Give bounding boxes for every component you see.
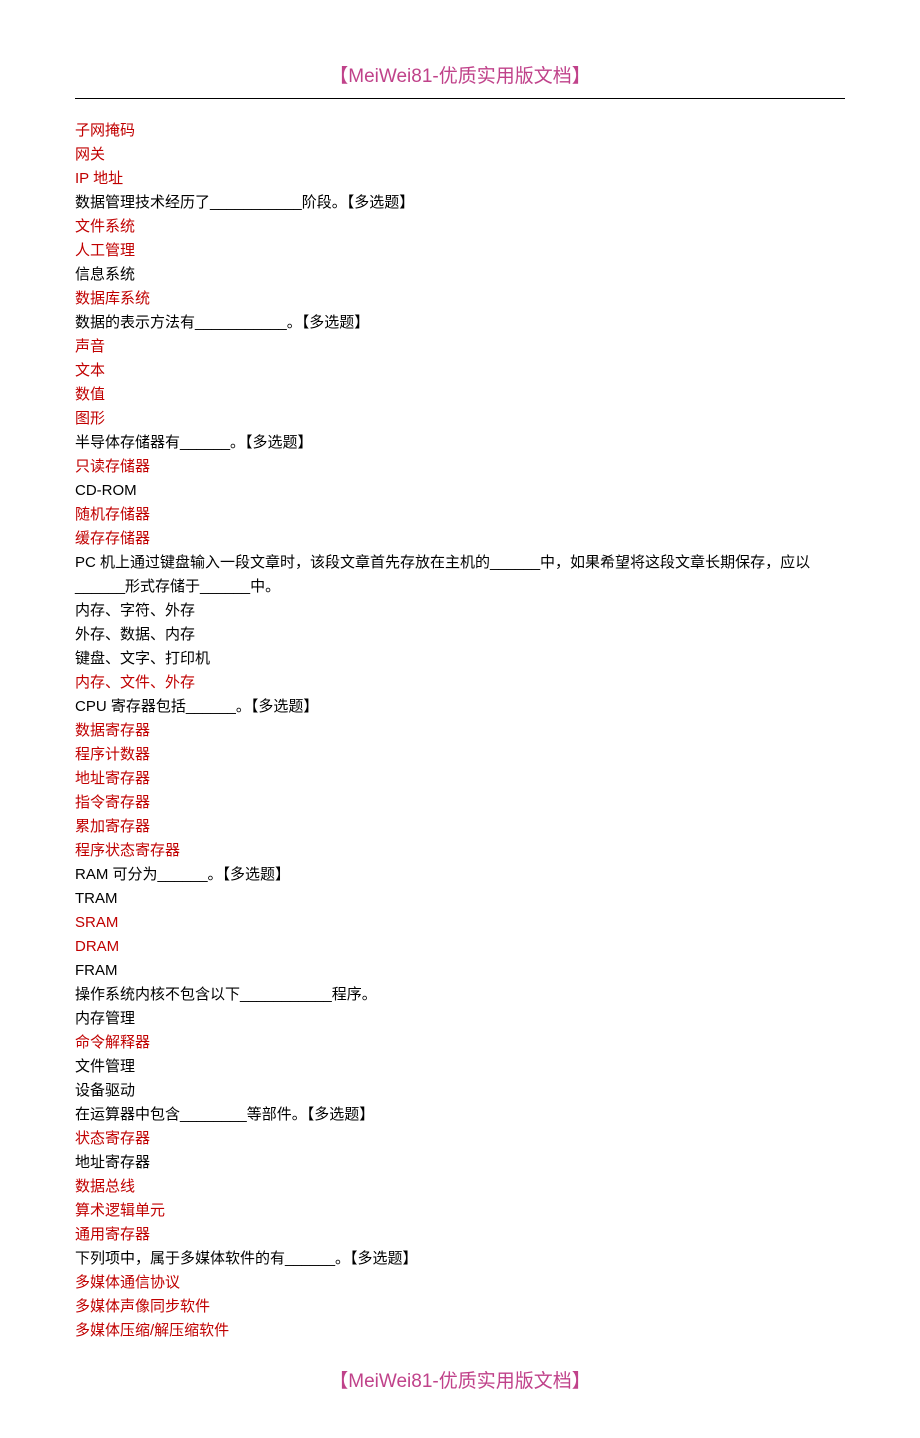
content-line: 程序状态寄存器: [75, 839, 845, 863]
content-line: 子网掩码: [75, 119, 845, 143]
content-line: 算术逻辑单元: [75, 1199, 845, 1223]
content-line: PC 机上通过键盘输入一段文章时，该段文章首先存放在主机的______中，如果希…: [75, 551, 845, 599]
content-line: 多媒体压缩/解压缩软件: [75, 1319, 845, 1343]
content-line: 地址寄存器: [75, 1151, 845, 1175]
content-line: 在运算器中包含________等部件。【多选题】: [75, 1103, 845, 1127]
content-line: 半导体存储器有______。【多选题】: [75, 431, 845, 455]
page-footer: 【MeiWei81-优质实用版文档】: [75, 1367, 845, 1397]
content-line: SRAM: [75, 911, 845, 935]
content-line: 内存、文件、外存: [75, 671, 845, 695]
content-line: 文件系统: [75, 215, 845, 239]
content-line: 数据的表示方法有___________。【多选题】: [75, 311, 845, 335]
content-line: DRAM: [75, 935, 845, 959]
content-line: 缓存存储器: [75, 527, 845, 551]
content-line: 命令解释器: [75, 1031, 845, 1055]
content-line: 信息系统: [75, 263, 845, 287]
content-line: 内存管理: [75, 1007, 845, 1031]
content-line: 地址寄存器: [75, 767, 845, 791]
content-line: 网关: [75, 143, 845, 167]
content-line: 数据寄存器: [75, 719, 845, 743]
content-line: TRAM: [75, 887, 845, 911]
content-line: 内存、字符、外存: [75, 599, 845, 623]
content-line: 多媒体通信协议: [75, 1271, 845, 1295]
content-line: 指令寄存器: [75, 791, 845, 815]
content-line: 累加寄存器: [75, 815, 845, 839]
content-line: FRAM: [75, 959, 845, 983]
content-line: 人工管理: [75, 239, 845, 263]
content-line: 数据管理技术经历了___________阶段。【多选题】: [75, 191, 845, 215]
content-line: 键盘、文字、打印机: [75, 647, 845, 671]
content-line: RAM 可分为______。【多选题】: [75, 863, 845, 887]
content-line: 状态寄存器: [75, 1127, 845, 1151]
content-line: 操作系统内核不包含以下___________程序。: [75, 983, 845, 1007]
content-line: CPU 寄存器包括______。【多选题】: [75, 695, 845, 719]
page-header: 【MeiWei81-优质实用版文档】: [75, 62, 845, 99]
content-line: 只读存储器: [75, 455, 845, 479]
content-line: 数据总线: [75, 1175, 845, 1199]
content-line: 文件管理: [75, 1055, 845, 1079]
content-line: 外存、数据、内存: [75, 623, 845, 647]
content-line: 随机存储器: [75, 503, 845, 527]
content-line: CD-ROM: [75, 479, 845, 503]
content-line: IP 地址: [75, 167, 845, 191]
content-line: 下列项中，属于多媒体软件的有______。【多选题】: [75, 1247, 845, 1271]
content-line: 程序计数器: [75, 743, 845, 767]
content-line: 图形: [75, 407, 845, 431]
content-line: 设备驱动: [75, 1079, 845, 1103]
content-line: 数值: [75, 383, 845, 407]
content-line: 声音: [75, 335, 845, 359]
document-content: 子网掩码网关IP 地址数据管理技术经历了___________阶段。【多选题】文…: [75, 119, 845, 1343]
content-line: 通用寄存器: [75, 1223, 845, 1247]
content-line: 多媒体声像同步软件: [75, 1295, 845, 1319]
content-line: 数据库系统: [75, 287, 845, 311]
document-page: 【MeiWei81-优质实用版文档】 子网掩码网关IP 地址数据管理技术经历了_…: [0, 0, 920, 1438]
content-line: 文本: [75, 359, 845, 383]
